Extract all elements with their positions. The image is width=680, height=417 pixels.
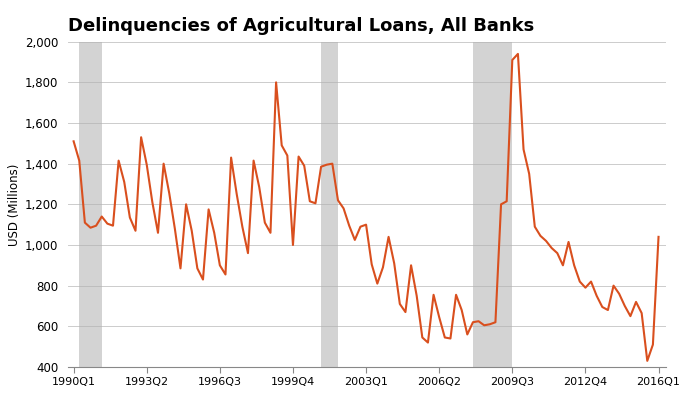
Bar (80, 42, 102, 367)
Y-axis label: USD (Millions): USD (Millions) (7, 163, 20, 246)
Bar (321, 42, 338, 367)
Text: Delinquencies of Agricultural Loans, All Banks: Delinquencies of Agricultural Loans, All… (68, 17, 534, 35)
Bar (473, 42, 512, 367)
